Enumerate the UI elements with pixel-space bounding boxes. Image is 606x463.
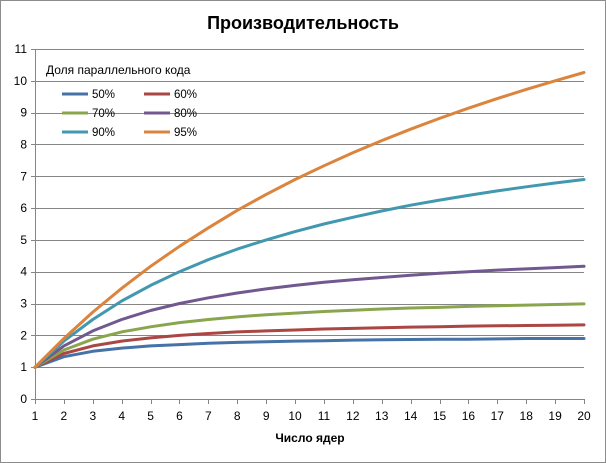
series-line-80 <box>33 264 586 369</box>
x-tick-label: 11 <box>318 409 331 423</box>
legend-entry-50: 50% <box>92 89 115 101</box>
x-tick-label: 5 <box>147 409 154 423</box>
x-tick-label: 9 <box>263 409 270 423</box>
x-tick-label: 17 <box>491 409 505 423</box>
legend-title: Доля параллельного кода <box>46 63 191 77</box>
y-tick-label: 5 <box>20 233 27 247</box>
x-tick-label: 3 <box>89 409 96 423</box>
series-line-60 <box>33 323 586 369</box>
chart-title: Производительность <box>207 13 399 33</box>
y-tick-label: 11 <box>15 42 28 56</box>
x-tick-label: 13 <box>375 409 389 423</box>
x-axis-label: Число ядер <box>275 431 344 445</box>
axes <box>35 49 584 400</box>
y-tick-label: 9 <box>20 106 27 120</box>
series-line-70 <box>33 302 586 369</box>
x-tick-label: 7 <box>205 409 212 423</box>
x-tick-label: 19 <box>548 409 562 423</box>
x-tick-label: 4 <box>118 409 125 423</box>
x-tick-label: 8 <box>234 409 241 423</box>
x-tick-label: 20 <box>577 409 591 423</box>
y-tick-label: 1 <box>20 360 27 374</box>
x-tick-label: 16 <box>462 409 476 423</box>
series-line-90 <box>33 178 586 369</box>
y-axis-ticks: 0 1 2 3 4 5 6 7 8 9 10 11 <box>14 42 35 406</box>
series-line-50 <box>33 337 586 369</box>
x-tick-label: 6 <box>176 409 183 423</box>
y-tick-label: 7 <box>20 169 27 183</box>
y-tick-label: 2 <box>20 328 27 342</box>
x-axis-ticks: 1 2 3 4 5 6 7 8 9 10 11 12 13 14 15 16 17 18 19 20 <box>32 399 591 423</box>
legend-entry-60: 60% <box>174 89 197 101</box>
x-tick-label: 15 <box>433 409 447 423</box>
y-tick-label: 3 <box>20 297 27 311</box>
legend-entry-70: 70% <box>92 108 115 120</box>
legend: Доля параллельного кода 50% 60% 70% 80% 90% 9… <box>46 63 197 139</box>
x-tick-label: 10 <box>288 409 302 423</box>
legend-entry-95: 95% <box>174 127 197 139</box>
x-tick-label: 1 <box>32 409 39 423</box>
legend-entry-90: 90% <box>92 127 115 139</box>
x-tick-label: 14 <box>404 409 418 423</box>
x-tick-label: 18 <box>520 409 534 423</box>
series-line-95 <box>33 71 586 369</box>
series-lines <box>33 71 586 369</box>
x-tick-label: 2 <box>61 409 68 423</box>
y-tick-label: 4 <box>20 265 27 279</box>
y-tick-label: 10 <box>14 74 28 88</box>
y-tick-label: 0 <box>20 392 27 406</box>
x-tick-label: 12 <box>346 409 360 423</box>
y-tick-label: 6 <box>20 201 27 215</box>
y-tick-label: 8 <box>20 137 27 151</box>
legend-entry-80: 80% <box>174 108 197 120</box>
gridlines <box>35 49 584 400</box>
